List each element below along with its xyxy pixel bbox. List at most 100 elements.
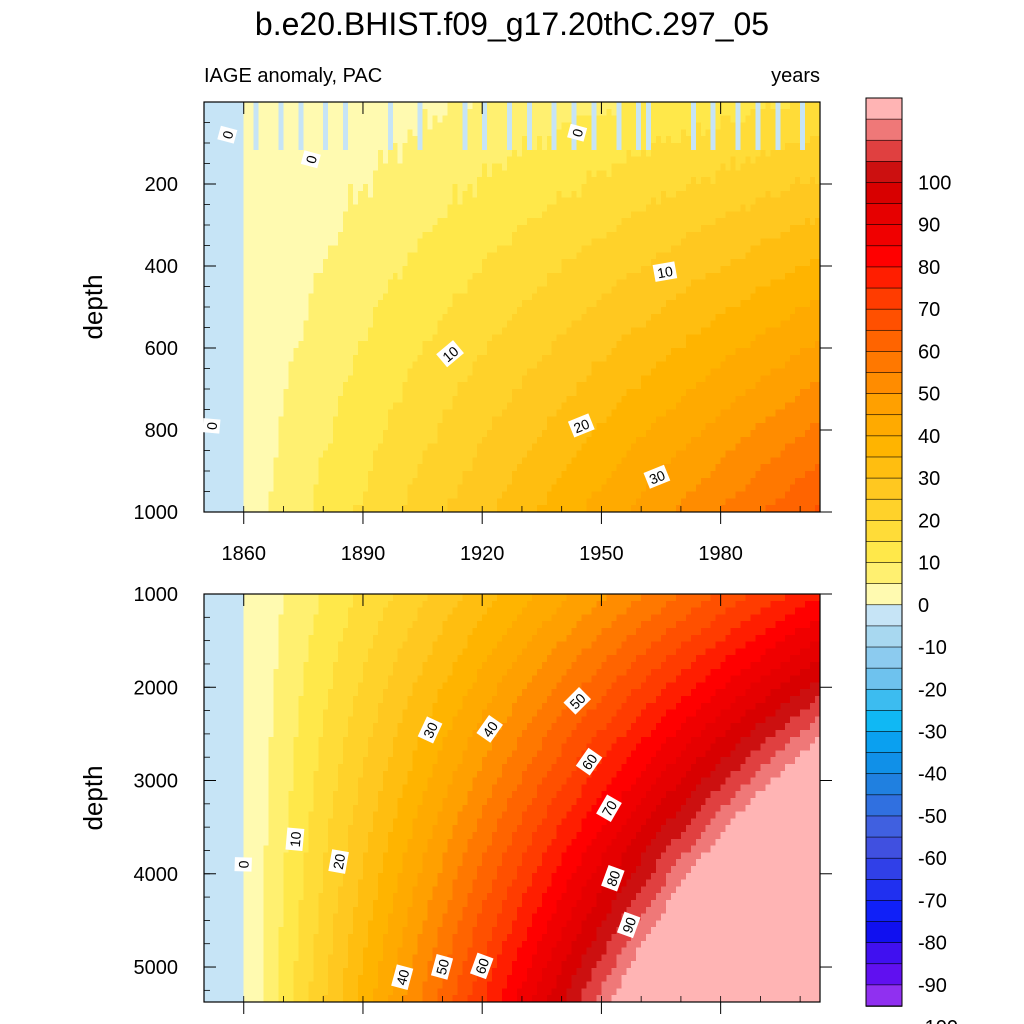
contour-label-text: 10 <box>656 263 674 281</box>
y-tick-label: 1000 <box>134 584 179 606</box>
contour-label-box <box>417 716 443 744</box>
colorbar-label: 60 <box>918 341 940 363</box>
contour-label-box <box>652 261 678 282</box>
figure-title: b.e20.BHIST.f09_g17.20thC.297_05 <box>255 6 769 42</box>
colorbar-label: -10 <box>918 637 947 659</box>
contour-label-text: 40 <box>393 968 413 987</box>
colorbar-swatch <box>865 710 903 733</box>
contour-label-box <box>643 464 671 489</box>
colorbar-swatch <box>865 836 903 859</box>
contour-label-box <box>430 954 454 980</box>
colorbar-label: -50 <box>918 806 947 828</box>
x-tick-label: 1920 <box>460 543 505 565</box>
y-tick-label: 600 <box>145 338 178 360</box>
y-tick-label: 800 <box>145 420 178 442</box>
contour-label: 20 <box>567 413 595 438</box>
colorbar-swatch <box>865 498 903 522</box>
contour-label-box <box>469 952 494 980</box>
colorbar-swatch <box>865 97 903 120</box>
contour-label-text: 0 <box>204 421 221 430</box>
contour-label: 10 <box>285 827 305 851</box>
contour-label-box <box>563 687 592 715</box>
colorbar-swatch <box>865 646 903 669</box>
colorbar-swatch <box>865 414 903 437</box>
colorbar-swatch <box>865 815 903 838</box>
contour-label-text: 0 <box>219 129 237 141</box>
contour-label-text: 20 <box>571 415 592 436</box>
contour-label-text: 50 <box>433 957 453 976</box>
y-tick-label: 1000 <box>134 502 179 524</box>
contour-label: 50 <box>563 687 592 715</box>
y-tick-label: 2000 <box>134 677 179 699</box>
contour-label-text: 30 <box>420 720 441 741</box>
x-tick-label: 1950 <box>579 543 624 565</box>
contour-label: 0 <box>217 125 238 144</box>
contour-label: 10 <box>436 340 464 368</box>
contour-label-text: 10 <box>287 831 304 848</box>
contour-label: 60 <box>575 747 603 776</box>
contour-label-box <box>436 340 464 368</box>
colorbar-swatch <box>865 963 903 986</box>
colorbar-swatch <box>865 942 903 965</box>
colorbar-swatch <box>865 329 903 353</box>
colorbar-frame <box>865 97 903 1007</box>
contour-label: 0 <box>567 123 588 142</box>
colorbar-swatch <box>865 308 903 332</box>
contour-label-box <box>575 747 603 776</box>
contour-label: 40 <box>391 964 414 990</box>
contour-label: 30 <box>417 716 443 744</box>
colorbar-swatch <box>865 583 903 606</box>
contour-label-box <box>391 964 414 990</box>
y-tick-label: 200 <box>145 174 178 196</box>
contour-label-text: 60 <box>472 956 492 976</box>
colorbar-swatch <box>865 984 903 1007</box>
contour-label: 10 <box>652 261 678 282</box>
contour-label-box <box>476 715 503 743</box>
right-subtitle: years <box>771 65 820 87</box>
contour-label: 0 <box>300 150 321 169</box>
contour-label-text: 0 <box>569 127 587 139</box>
y-axis-label: depth <box>78 274 108 339</box>
colorbar-label: 100 <box>918 173 951 195</box>
x-tick-label: 1860 <box>221 543 266 565</box>
contour-label: 40 <box>476 715 503 743</box>
colorbar-swatch <box>865 203 903 226</box>
colorbar-swatch <box>865 900 903 923</box>
colorbar-label: -60 <box>918 848 947 870</box>
colorbar-swatch <box>865 625 903 648</box>
colorbar-swatch <box>865 266 903 289</box>
contour-label-text: 0 <box>303 153 321 165</box>
colorbar-swatch <box>865 541 903 564</box>
contour-label: 60 <box>469 952 494 980</box>
contour-label-text: 0 <box>236 860 252 869</box>
colorbar-swatch <box>865 372 903 395</box>
contour-label-box <box>285 827 305 851</box>
colorbar-swatch <box>865 857 903 881</box>
colorbar-swatch <box>865 456 903 479</box>
contour-label-box <box>202 418 221 434</box>
colorbar-label: 0 <box>918 595 929 617</box>
colorbar-swatch <box>865 667 903 691</box>
colorbar-swatch <box>865 287 903 310</box>
colorbar-label: 40 <box>918 426 940 448</box>
contour-label-text: 20 <box>330 852 348 870</box>
colorbar-swatch <box>865 161 903 184</box>
y-axis-label: depth <box>78 765 108 830</box>
contour-label-box <box>234 857 252 872</box>
colorbar-swatch <box>865 520 903 543</box>
contour-label: 50 <box>430 954 454 980</box>
contour-label-box <box>567 413 595 438</box>
contour-field <box>204 594 820 1002</box>
plot-frame <box>203 593 821 1003</box>
colorbar-label: 10 <box>918 553 940 575</box>
contour-label-box <box>217 125 238 144</box>
colorbar-swatch <box>865 118 903 142</box>
contour-label-box <box>601 864 625 892</box>
colorbar-label: 20 <box>918 510 940 532</box>
colorbar-swatch <box>865 921 903 944</box>
colorbar-swatch <box>865 224 903 247</box>
left-subtitle: IAGE anomaly, PAC <box>204 65 382 87</box>
contour-label-text: 80 <box>603 868 623 888</box>
colorbar-label: -40 <box>918 764 947 786</box>
colorbar-label: -100 <box>918 1017 958 1024</box>
